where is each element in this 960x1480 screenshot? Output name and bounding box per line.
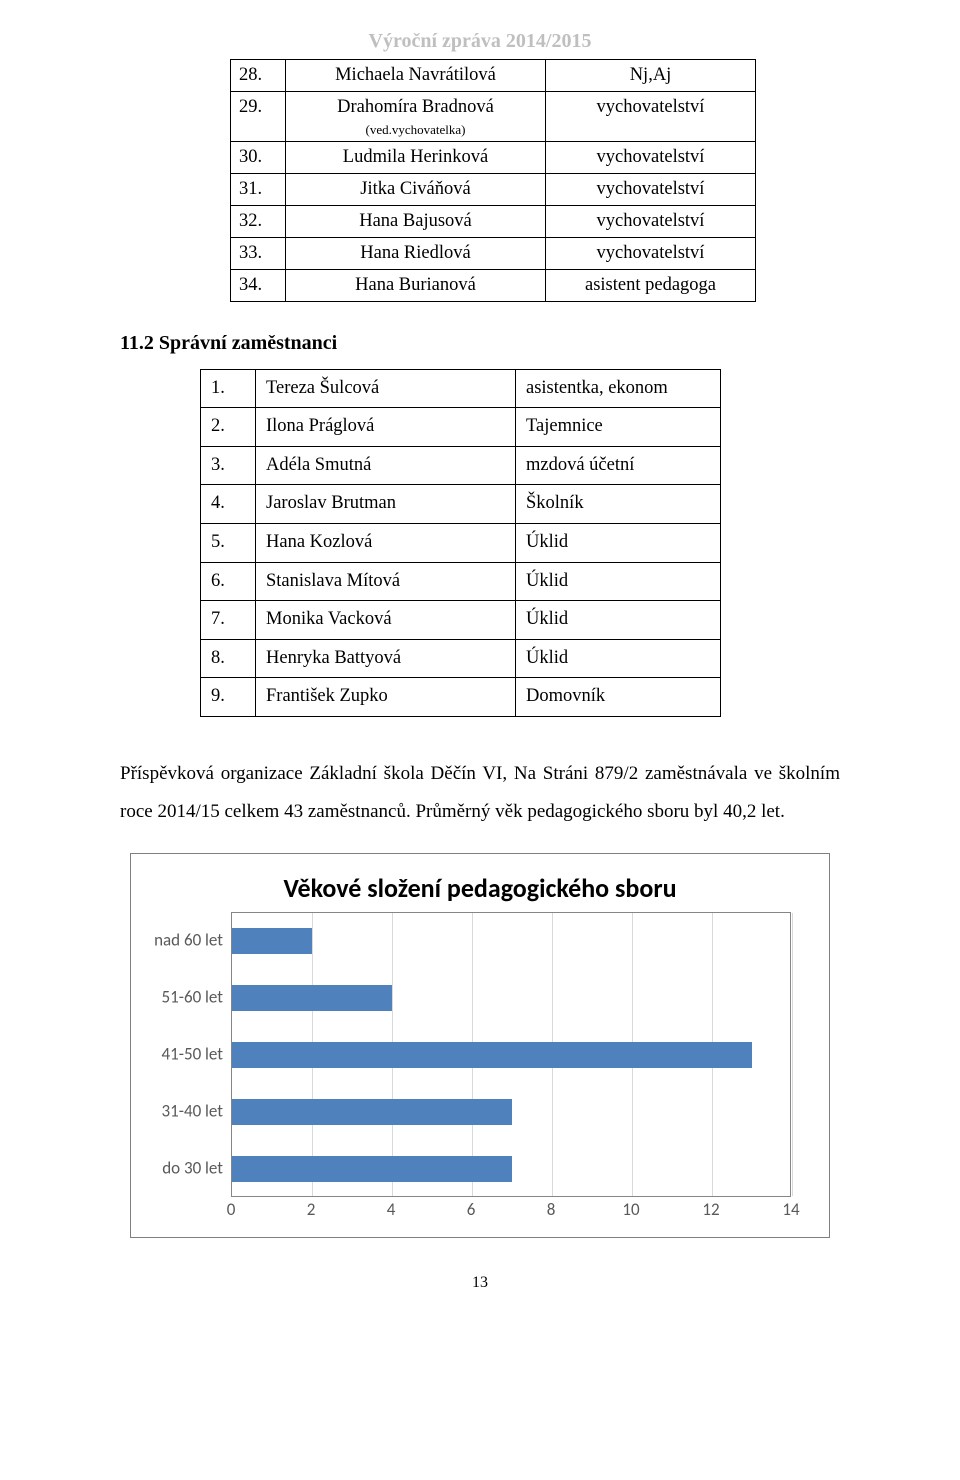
staff-name: Jitka Civáňová [286,174,546,206]
chart-x-tick-label: 10 [622,1199,639,1220]
chart-x-tick-label: 14 [782,1199,799,1220]
table-row: 33.Hana Riedlovávychovatelství [231,237,756,269]
chart-category-label: 31-40 let [147,1101,223,1122]
admin-name: Ilona Práglová [256,408,516,447]
table-row: 28.Michaela NavrátilováNj,Aj [231,60,756,92]
staff-name: Michaela Navrátilová [286,60,546,92]
admin-role: Úklid [516,523,721,562]
admin-role: Úklid [516,562,721,601]
table-row: 31.Jitka Civáňovávychovatelství [231,174,756,206]
admin-name: Tereza Šulcová [256,369,516,408]
chart-category-label: do 30 let [147,1158,223,1179]
staff-name: Hana Riedlová [286,237,546,269]
staff-role: vychovatelství [546,237,756,269]
staff-name: Hana Bajusová [286,206,546,238]
table-row: 34.Hana Burianováasistent pedagoga [231,269,756,301]
chart-bar [232,985,392,1011]
admin-name: Monika Vacková [256,601,516,640]
chart-category-label: 51-60 let [147,987,223,1008]
staff-role: vychovatelství [546,91,756,142]
admin-name: Jaroslav Brutman [256,485,516,524]
row-number: 7. [201,601,256,640]
staff-role: vychovatelství [546,174,756,206]
section-heading: 11.2 Správní zaměstnanci [120,332,840,355]
admin-staff-table: 1.Tereza Šulcováasistentka, ekonom2.Ilon… [200,369,721,717]
row-number: 4. [201,485,256,524]
row-number: 1. [201,369,256,408]
age-distribution-chart: Věkové složení pedagogického sboru nad 6… [130,853,830,1238]
table-row: 4.Jaroslav BrutmanŠkolník [201,485,721,524]
admin-role: Tajemnice [516,408,721,447]
staff-name: Hana Burianová [286,269,546,301]
table-row: 5.Hana KozlováÚklid [201,523,721,562]
chart-x-tick-label: 12 [702,1199,719,1220]
admin-role: Školník [516,485,721,524]
chart-title: Věkové složení pedagogického sboru [151,872,809,904]
staff-name: Ludmila Herinková [286,142,546,174]
table-row: 6.Stanislava MítováÚklid [201,562,721,601]
chart-x-tick-label: 6 [467,1199,476,1220]
row-number: 2. [201,408,256,447]
staff-name: Drahomíra Bradnová(ved.vychovatelka) [286,91,546,142]
summary-paragraph: Příspěvková organizace Základní škola Dě… [120,755,840,831]
admin-name: Hana Kozlová [256,523,516,562]
chart-x-tick-label: 2 [307,1199,316,1220]
admin-name: Stanislava Mítová [256,562,516,601]
admin-role: Úklid [516,601,721,640]
chart-x-tick-label: 4 [387,1199,396,1220]
table-row: 2.Ilona PráglováTajemnice [201,408,721,447]
table-row: 30.Ludmila Herinkovávychovatelství [231,142,756,174]
row-number: 9. [201,678,256,717]
row-number: 6. [201,562,256,601]
row-number: 33. [231,237,286,269]
chart-bar [232,1042,752,1068]
chart-x-axis-labels: 02468101214 [231,1197,791,1219]
chart-bar [232,1156,512,1182]
table-row: 3.Adéla Smutnámzdová účetní [201,446,721,485]
staff-table: 28.Michaela NavrátilováNj,Aj29.Drahomíra… [230,59,756,302]
row-number: 8. [201,639,256,678]
table-row: 8.Henryka BattyováÚklid [201,639,721,678]
admin-role: asistentka, ekonom [516,369,721,408]
page-number: 13 [120,1274,840,1292]
row-number: 32. [231,206,286,238]
chart-category-label: 41-50 let [147,1044,223,1065]
page-header-title: Výroční zpráva 2014/2015 [120,30,840,53]
table-row: 32.Hana Bajusovávychovatelství [231,206,756,238]
row-number: 28. [231,60,286,92]
chart-bar [232,1099,512,1125]
row-number: 5. [201,523,256,562]
table-row: 9.František ZupkoDomovník [201,678,721,717]
chart-y-axis-labels: nad 60 let51-60 let41-50 let31-40 letdo … [153,912,229,1197]
staff-role: asistent pedagoga [546,269,756,301]
staff-role: vychovatelství [546,142,756,174]
admin-name: Adéla Smutná [256,446,516,485]
table-row: 7.Monika VackováÚklid [201,601,721,640]
row-number: 3. [201,446,256,485]
admin-role: Domovník [516,678,721,717]
chart-gridline [792,913,793,1196]
row-number: 30. [231,142,286,174]
row-number: 34. [231,269,286,301]
row-number: 31. [231,174,286,206]
table-row: 1.Tereza Šulcováasistentka, ekonom [201,369,721,408]
admin-name: František Zupko [256,678,516,717]
chart-bar [232,928,312,954]
chart-plot-area [231,912,791,1197]
staff-role: Nj,Aj [546,60,756,92]
admin-name: Henryka Battyová [256,639,516,678]
table-row: 29.Drahomíra Bradnová(ved.vychovatelka)v… [231,91,756,142]
row-number: 29. [231,91,286,142]
chart-x-tick-label: 8 [547,1199,556,1220]
chart-category-label: nad 60 let [147,930,223,951]
chart-x-tick-label: 0 [227,1199,236,1220]
document-page: Výroční zpráva 2014/2015 28.Michaela Nav… [0,0,960,1332]
staff-role: vychovatelství [546,206,756,238]
admin-role: mzdová účetní [516,446,721,485]
admin-role: Úklid [516,639,721,678]
